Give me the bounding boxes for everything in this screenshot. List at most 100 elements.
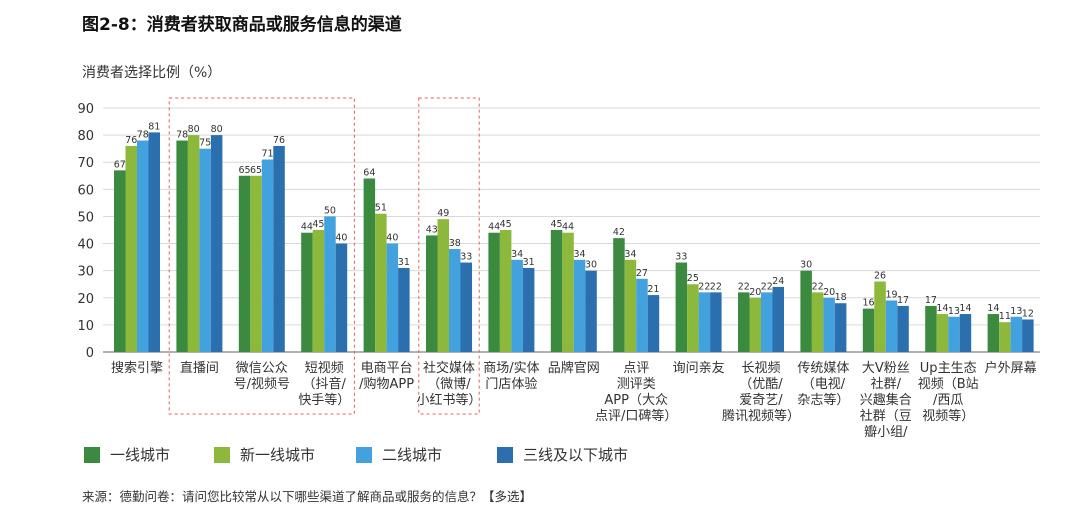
bar: [437, 219, 449, 352]
data-label: 26: [874, 271, 886, 282]
y-tick-label: 60: [77, 183, 94, 198]
data-label: 22: [710, 281, 722, 292]
bar: [114, 170, 126, 352]
data-label: 33: [675, 252, 687, 263]
bar: [176, 140, 188, 352]
x-tick-label: 测评类: [617, 377, 656, 392]
data-label: 50: [324, 205, 336, 216]
legend-item-tier3-below: 三线及以下城市: [497, 444, 628, 465]
data-label: 30: [585, 260, 597, 271]
x-tick-label: 号/视频号: [234, 377, 290, 392]
data-label: 12: [1022, 308, 1034, 319]
y-tick-label: 30: [77, 265, 94, 280]
bar: [550, 230, 563, 352]
bar: [488, 232, 500, 352]
x-tick-label: 短视频: [305, 361, 344, 376]
bar: [1010, 316, 1023, 352]
x-tick-label: 社交媒体: [423, 360, 475, 376]
bar: [698, 292, 711, 352]
x-tick-label: Up主生态: [920, 361, 977, 376]
data-label: 31: [523, 257, 535, 268]
data-label: 80: [211, 124, 223, 135]
data-label: 75: [199, 138, 211, 149]
legend-label: 三线及以下城市: [523, 446, 629, 464]
data-label: 17: [897, 295, 909, 306]
data-label: 38: [449, 238, 461, 249]
x-tick-label: （优酷/: [739, 377, 783, 392]
data-label: 21: [647, 284, 659, 295]
bar: [137, 140, 149, 352]
legend-label: 新一线城市: [240, 446, 316, 464]
x-tick-label: 户外屏幕: [985, 360, 1037, 376]
data-label: 43: [426, 224, 438, 235]
bar: [585, 270, 597, 352]
data-label: 30: [800, 260, 812, 271]
bar: [687, 284, 699, 352]
bar: [613, 238, 625, 352]
bar: [675, 262, 688, 352]
bar: [647, 295, 660, 352]
data-label: 49: [437, 208, 449, 219]
legend-item-tier1: 一线城市: [84, 444, 170, 465]
legend-label: 二线城市: [382, 446, 443, 464]
x-tick-label: 社群/: [871, 376, 902, 392]
data-label: 14: [936, 303, 948, 314]
x-tick-label: 视频（B站: [918, 377, 979, 392]
data-label: 13: [948, 306, 960, 317]
y-axis-label: 消费者选择比例（%）: [82, 65, 222, 81]
data-label: 71: [262, 149, 274, 160]
x-tick-label: 小红书等）: [416, 392, 481, 408]
bar: [460, 262, 472, 352]
bar: [710, 292, 722, 352]
bar: [324, 216, 336, 352]
data-label: 20: [749, 287, 761, 298]
x-tick-label: 腾讯视频等）: [722, 408, 800, 424]
bar: [199, 148, 211, 352]
x-tick-label: APP（大众: [604, 393, 668, 408]
data-label: 42: [613, 227, 625, 238]
bar: [834, 303, 847, 352]
legend-swatch: [214, 446, 230, 463]
data-label: 67: [114, 159, 126, 170]
y-tick-label: 20: [77, 292, 94, 307]
bar: [573, 259, 586, 352]
data-label: 19: [886, 289, 898, 300]
bar: [636, 278, 648, 352]
bar: [811, 292, 824, 352]
data-label: 76: [273, 135, 285, 146]
data-label: 51: [375, 203, 387, 214]
bar: [874, 281, 886, 352]
x-tick-label: 商场/实体: [483, 361, 539, 376]
bar: [187, 135, 200, 352]
bar: [897, 305, 909, 352]
legend-swatch: [356, 446, 372, 463]
y-tick-label: 50: [77, 210, 94, 225]
bar: [1022, 319, 1034, 352]
legend-item-tier2: 二线城市: [356, 444, 442, 465]
data-label: 22: [812, 281, 824, 292]
bar: [738, 292, 750, 352]
data-label: 34: [574, 249, 586, 260]
bar: [261, 159, 274, 352]
x-tick-label: 门店体验: [485, 376, 537, 392]
data-label: 20: [823, 287, 835, 298]
y-tick-label: 80: [77, 129, 94, 144]
data-label: 14: [959, 303, 971, 314]
x-tick-label: 点评: [623, 361, 649, 376]
data-label: 13: [1010, 306, 1022, 317]
x-tick-label: 搜索引擎: [111, 361, 163, 376]
bar: [862, 308, 875, 352]
bar: [936, 314, 949, 352]
bar: [987, 314, 1000, 352]
x-tick-label: 微信公众: [236, 361, 288, 376]
data-label: 45: [312, 219, 324, 230]
x-tick-label: 爱奇艺/: [739, 392, 783, 408]
bar: [511, 259, 523, 352]
source-note: 来源：德勤问卷：请问您比较常从以下哪些渠道了解商品或服务的信息？【多选】: [82, 489, 533, 504]
legend-swatch: [497, 446, 513, 463]
bar: [148, 132, 160, 352]
bar: [749, 297, 761, 352]
data-label: 33: [460, 252, 472, 263]
data-label: 18: [835, 292, 847, 303]
x-tick-label: 直播间: [180, 361, 219, 376]
